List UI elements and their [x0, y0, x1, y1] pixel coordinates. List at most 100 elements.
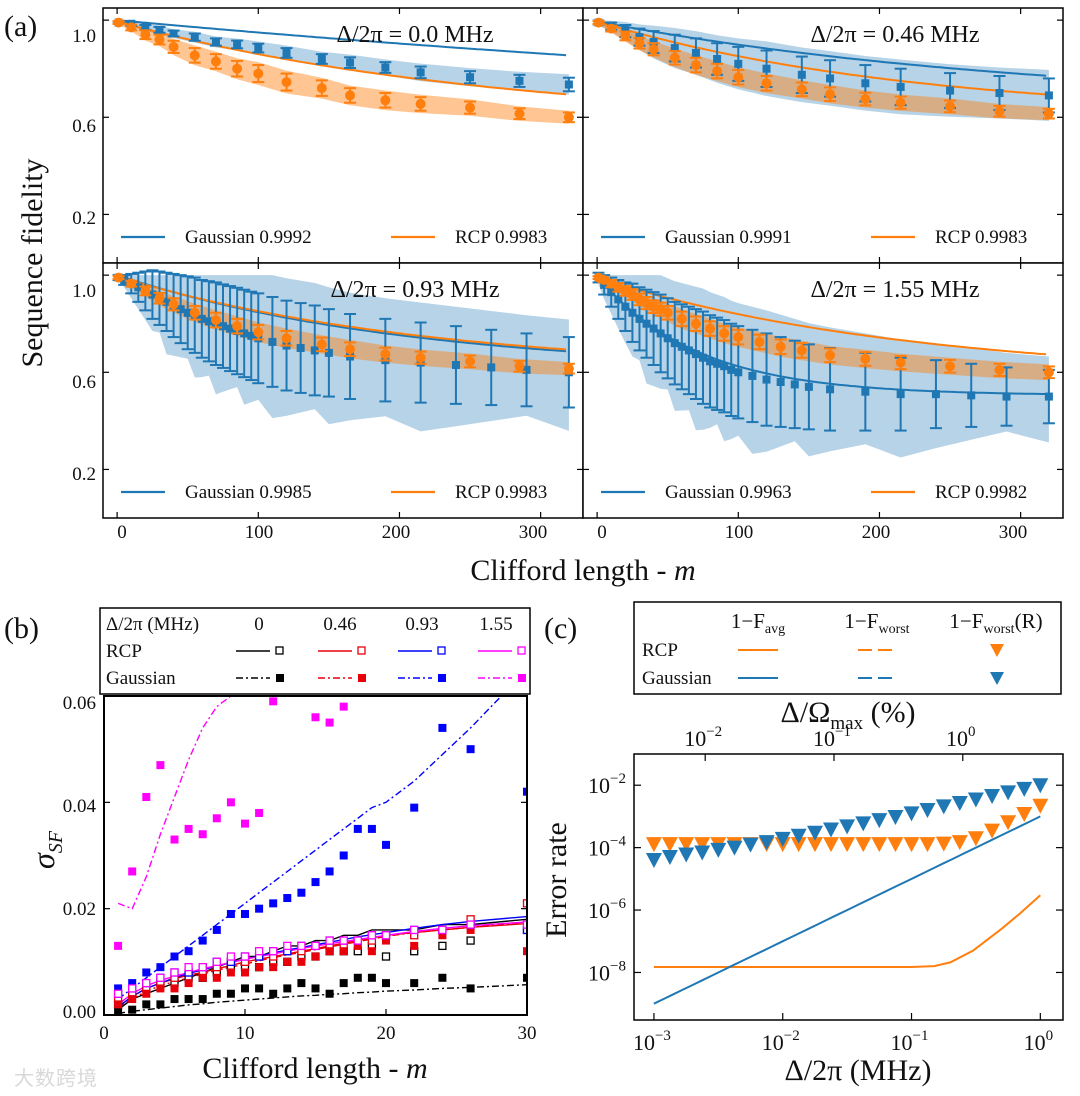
- tick-exp: −6: [610, 896, 626, 912]
- triangle-gaussian-fworst-r: [1016, 781, 1033, 797]
- gaussian-point: [1044, 91, 1053, 100]
- rcp-point: [281, 77, 292, 88]
- legend-b-row-rcp: RCP: [106, 641, 142, 662]
- tick-exp: −4: [610, 834, 626, 850]
- gaussian-point: [691, 48, 700, 57]
- gaussian-point: [1044, 392, 1053, 401]
- sigma-point-filled: [367, 947, 376, 956]
- sigma-point-open: [156, 973, 165, 982]
- b-xlabel-m: m: [406, 1052, 428, 1085]
- sigma-point-open: [212, 957, 221, 966]
- gaussian-point: [254, 44, 263, 53]
- tick-exp: −3: [655, 1028, 671, 1044]
- panel-a-ylabel: Sequence fidelity: [16, 158, 49, 367]
- panel-a-xlabel-m: m: [674, 554, 696, 587]
- subplot-delta-046: Δ/2π = 0.46 MHz Gaussian 0.9991 RCP 0.9983: [582, 7, 1064, 264]
- sigma-point-filled: [170, 984, 179, 993]
- rcp-point: [210, 315, 221, 326]
- tick-base: 10: [762, 1030, 784, 1055]
- triangle-rcp-fworst-r: [790, 837, 807, 853]
- sigma-point-filled: [353, 941, 362, 950]
- sigma-point-filled: [156, 1000, 165, 1009]
- sigma-point-filled: [156, 761, 165, 770]
- legend-b-rcp-marker: [357, 646, 366, 655]
- legend-rcp-label: RCP 0.9983: [935, 227, 1027, 248]
- a-ytick-bot-1: 1.0: [72, 281, 96, 302]
- sigma-point-filled: [367, 824, 376, 833]
- tick-exp: −2: [610, 771, 626, 787]
- rcp-point: [345, 90, 356, 101]
- triangle-gaussian-fworst-r: [678, 847, 695, 863]
- legend-b-gaussian-marker: [438, 674, 446, 682]
- legend-c-marks: [738, 644, 1004, 685]
- a-ytick-bot-2: 0.6: [72, 372, 96, 393]
- triangle-gaussian-fworst-r: [984, 789, 1001, 805]
- gaussian-point: [317, 55, 326, 63]
- gaussian-point: [896, 82, 905, 91]
- gaussian-point: [183, 308, 192, 317]
- triangle-rcp-fworst-r: [1032, 798, 1049, 814]
- rcp-point: [189, 50, 200, 61]
- rcp-point: [210, 56, 221, 67]
- panel-c-top-label: Δ/Ωmax (%): [780, 696, 915, 734]
- plot-area: [583, 8, 1063, 263]
- sigma-point-filled: [523, 947, 527, 956]
- gaussian-point: [734, 368, 743, 377]
- subplot-title: Δ/2π = 0.0 MHz: [336, 22, 493, 48]
- rcp-point: [563, 363, 574, 374]
- gaussian-point: [176, 305, 185, 314]
- sigma-point-filled: [269, 963, 278, 972]
- gaussian-point: [282, 48, 291, 57]
- triangle-gaussian-fworst-r: [758, 835, 775, 851]
- panel-b-legend-frame: [99, 607, 531, 695]
- gaussian-point: [240, 329, 249, 338]
- rcp-point: [620, 30, 631, 41]
- gaussian-point: [621, 302, 630, 311]
- gaussian-point: [713, 55, 722, 63]
- gaussian-point: [670, 339, 679, 348]
- rcp-point: [140, 29, 151, 40]
- tick-base: 10: [684, 726, 706, 751]
- legend-b-rcp-marker: [275, 646, 284, 655]
- sigma-plot: [103, 695, 528, 1016]
- gaussian-point: [233, 40, 242, 49]
- legend-b-gaussian-marker: [276, 674, 284, 682]
- legend-gaussian-label: Gaussian 0.9963: [665, 482, 792, 503]
- rcp-point: [253, 327, 264, 338]
- sigma-point-open: [226, 952, 236, 961]
- gaussian-point: [169, 29, 178, 38]
- sigma-point-open: [367, 931, 377, 940]
- legend-b-col-046: 0.46: [323, 614, 356, 635]
- rcp-point: [719, 328, 730, 339]
- sigma-point-filled: [212, 925, 221, 934]
- triangle-rcp-fworst-r: [919, 837, 936, 853]
- y-tick-label: 10−4: [588, 834, 626, 861]
- sigma-point-open: [240, 952, 250, 961]
- triangle-gaussian-fworst-r: [661, 850, 678, 866]
- legend-c-h2: 1−Fworst: [844, 609, 909, 637]
- sigma-point-open: [184, 963, 193, 972]
- sigma-point-filled: [128, 995, 137, 1004]
- sigma-point-filled: [311, 984, 320, 993]
- gaussian-point: [946, 86, 955, 95]
- a-xtick-r-200: 200: [862, 522, 891, 543]
- a-ytick-top-3: 0.2: [72, 208, 96, 229]
- sigma-point-filled: [212, 973, 221, 982]
- subplot-title: Δ/2π = 1.55 MHz: [810, 277, 979, 303]
- legend-c-h1-main: 1−F: [731, 609, 765, 633]
- sigma-point-filled: [466, 925, 475, 934]
- sigma-point-open: [410, 925, 419, 935]
- gaussian-point: [720, 362, 729, 371]
- rcp-point: [232, 63, 243, 74]
- line-gaussian-favg: [653, 815, 1041, 1005]
- sigma-point-filled: [128, 1005, 137, 1014]
- top-x-tick-label: 10−1: [813, 724, 851, 751]
- plot-area: [634, 754, 1063, 1020]
- triangle-rcp-fworst-r: [871, 837, 888, 853]
- gaussian-point: [748, 371, 757, 380]
- triangle-gaussian-fworst-r: [823, 822, 840, 838]
- triangle-gaussian-fworst-r: [790, 828, 807, 844]
- rcp-point: [825, 89, 836, 100]
- tick-base: 10: [891, 1030, 913, 1055]
- sigma-point-filled: [255, 808, 264, 817]
